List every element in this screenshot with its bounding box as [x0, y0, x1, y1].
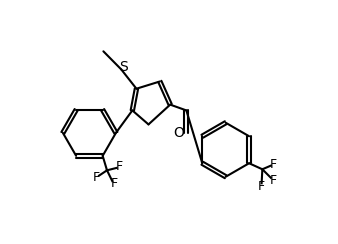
Text: F: F [270, 158, 277, 171]
Text: F: F [116, 160, 123, 173]
Text: F: F [93, 171, 100, 184]
Text: F: F [258, 180, 265, 193]
Text: F: F [270, 174, 277, 187]
Text: O: O [174, 126, 185, 140]
Text: S: S [119, 60, 128, 74]
Text: F: F [111, 177, 118, 190]
